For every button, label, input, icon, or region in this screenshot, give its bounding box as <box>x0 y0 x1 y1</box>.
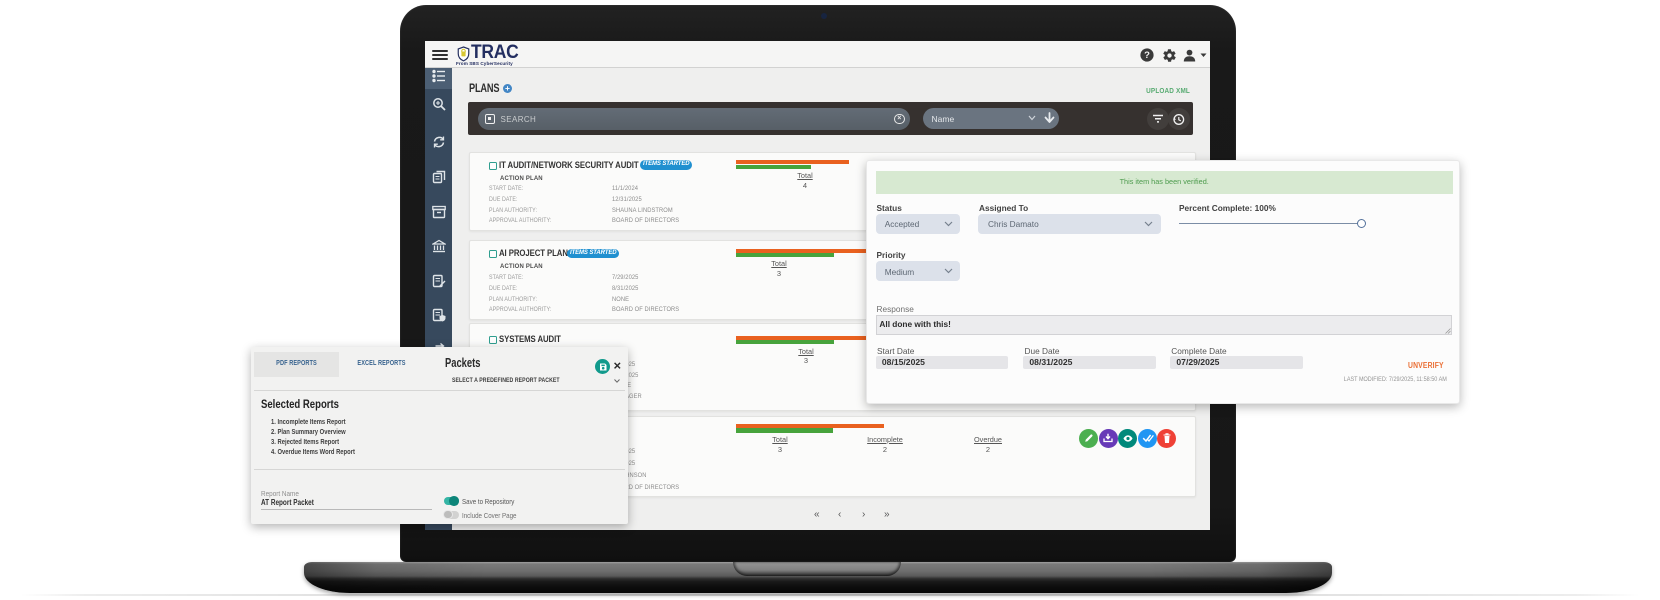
svg-text:?: ? <box>1144 50 1150 61</box>
